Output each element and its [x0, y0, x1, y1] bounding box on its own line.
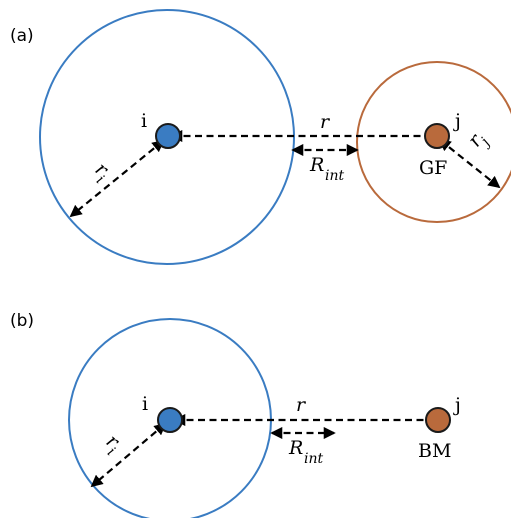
svg-text:int: int: [325, 168, 344, 184]
interaction-radius-label: R int: [309, 154, 344, 184]
radius-i-label: r i: [91, 158, 114, 187]
particle-i: [157, 407, 183, 433]
panel-b-label: (b): [10, 311, 34, 331]
particle-i-label: i: [142, 393, 148, 415]
svg-text:R: R: [288, 437, 303, 459]
panel-a: (a) i j GF r R int r i r j: [10, 9, 511, 265]
radius-i-arrow: [69, 139, 165, 218]
particle-j: [425, 407, 451, 433]
panel-b: (b) i j BM r R int r i: [10, 311, 461, 518]
interaction-radius-label: R int: [288, 437, 323, 467]
particle-j-type-label: GF: [419, 157, 447, 179]
radius-j-arrow: [438, 138, 501, 189]
radius-j-label: r j: [464, 129, 494, 151]
particle-j-label: j: [453, 394, 461, 416]
svg-text:R: R: [309, 154, 324, 176]
radius-i-arrow: [90, 422, 167, 488]
panel-a-label: (a): [10, 26, 34, 46]
particle-j-type-label: BM: [418, 440, 451, 462]
svg-text:int: int: [304, 451, 323, 467]
particle-i-label: i: [141, 110, 147, 132]
particle-i: [155, 123, 181, 149]
particle-j-label: j: [453, 110, 461, 132]
radius-i-label: r i: [102, 430, 125, 459]
distance-r-label: r: [320, 111, 331, 133]
distance-r-label: r: [296, 394, 307, 416]
particle-j: [424, 123, 450, 149]
